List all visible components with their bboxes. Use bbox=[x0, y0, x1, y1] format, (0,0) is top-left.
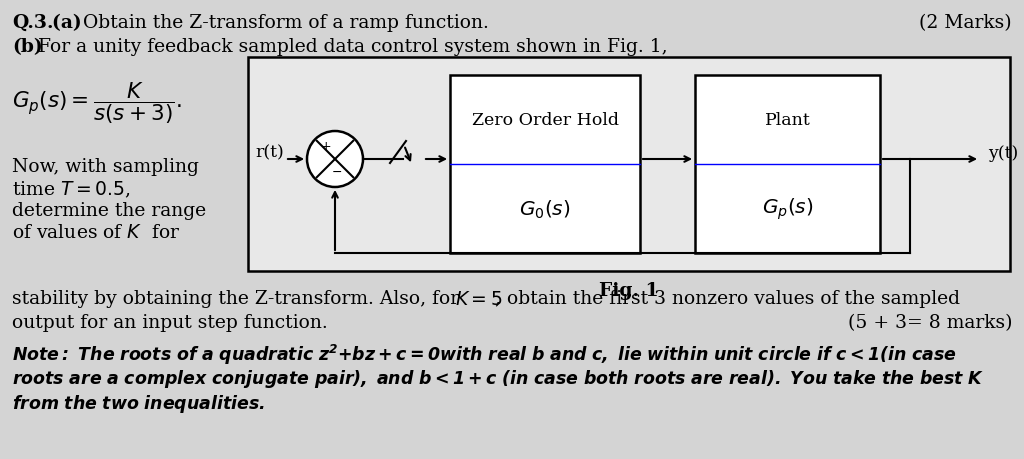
Text: $G_p(s)$: $G_p(s)$ bbox=[762, 196, 813, 222]
Text: −: − bbox=[332, 165, 342, 178]
Text: y(t): y(t) bbox=[988, 144, 1018, 161]
Text: of values of $K$  for: of values of $K$ for bbox=[12, 224, 180, 241]
Bar bbox=[450, 76, 640, 253]
Text: Now, with sampling: Now, with sampling bbox=[12, 157, 199, 176]
Text: (b): (b) bbox=[12, 38, 43, 56]
Text: +: + bbox=[321, 140, 332, 153]
Text: $G_0(s)$: $G_0(s)$ bbox=[519, 198, 570, 220]
Text: (5 + 3= 8 marks): (5 + 3= 8 marks) bbox=[848, 313, 1012, 331]
Text: Obtain the Z-transform of a ramp function.: Obtain the Z-transform of a ramp functio… bbox=[83, 14, 488, 32]
Text: $K = 5$: $K = 5$ bbox=[455, 289, 503, 308]
Text: determine the range: determine the range bbox=[12, 202, 206, 219]
Text: $\bfit{roots\ are\ a\ complex\ conjugate\ pair),\ and}$ $\bfit{b<1+c}$ $\bfit{(i: $\bfit{roots\ are\ a\ complex\ conjugate… bbox=[12, 367, 984, 389]
Bar bbox=[248, 58, 1010, 271]
Text: time $T = 0.5$,: time $T = 0.5$, bbox=[12, 179, 131, 200]
Circle shape bbox=[307, 132, 362, 188]
Text: output for an input step function.: output for an input step function. bbox=[12, 313, 328, 331]
Text: , obtain the first 3 nonzero values of the sampled: , obtain the first 3 nonzero values of t… bbox=[495, 289, 961, 308]
Text: stability by obtaining the Z-transform. Also, for: stability by obtaining the Z-transform. … bbox=[12, 289, 465, 308]
Text: Zero Order Hold: Zero Order Hold bbox=[471, 112, 618, 129]
Bar bbox=[695, 76, 880, 253]
Text: $G_p(s) = \dfrac{K}{s(s+3)}$.: $G_p(s) = \dfrac{K}{s(s+3)}$. bbox=[12, 80, 181, 125]
Text: Plant: Plant bbox=[765, 112, 810, 129]
Text: r(t): r(t) bbox=[255, 144, 284, 161]
Text: For a unity feedback sampled data control system shown in Fig. 1,: For a unity feedback sampled data contro… bbox=[38, 38, 668, 56]
Text: (a): (a) bbox=[52, 14, 88, 32]
Text: $\bfit{from\ the\ two\ inequalities.}$: $\bfit{from\ the\ two\ inequalities.}$ bbox=[12, 392, 265, 414]
Text: Q.3.: Q.3. bbox=[12, 14, 53, 32]
Text: (2 Marks): (2 Marks) bbox=[920, 14, 1012, 32]
Text: Fig. 1: Fig. 1 bbox=[599, 281, 658, 299]
Text: $\bfit{Note:}$ $\bfit{The\ roots\ of\ a\ quadratic}$ $\bfit{z}$$^{\bfit{2}}$$\bf: $\bfit{Note:}$ $\bfit{The\ roots\ of\ a\… bbox=[12, 342, 956, 366]
